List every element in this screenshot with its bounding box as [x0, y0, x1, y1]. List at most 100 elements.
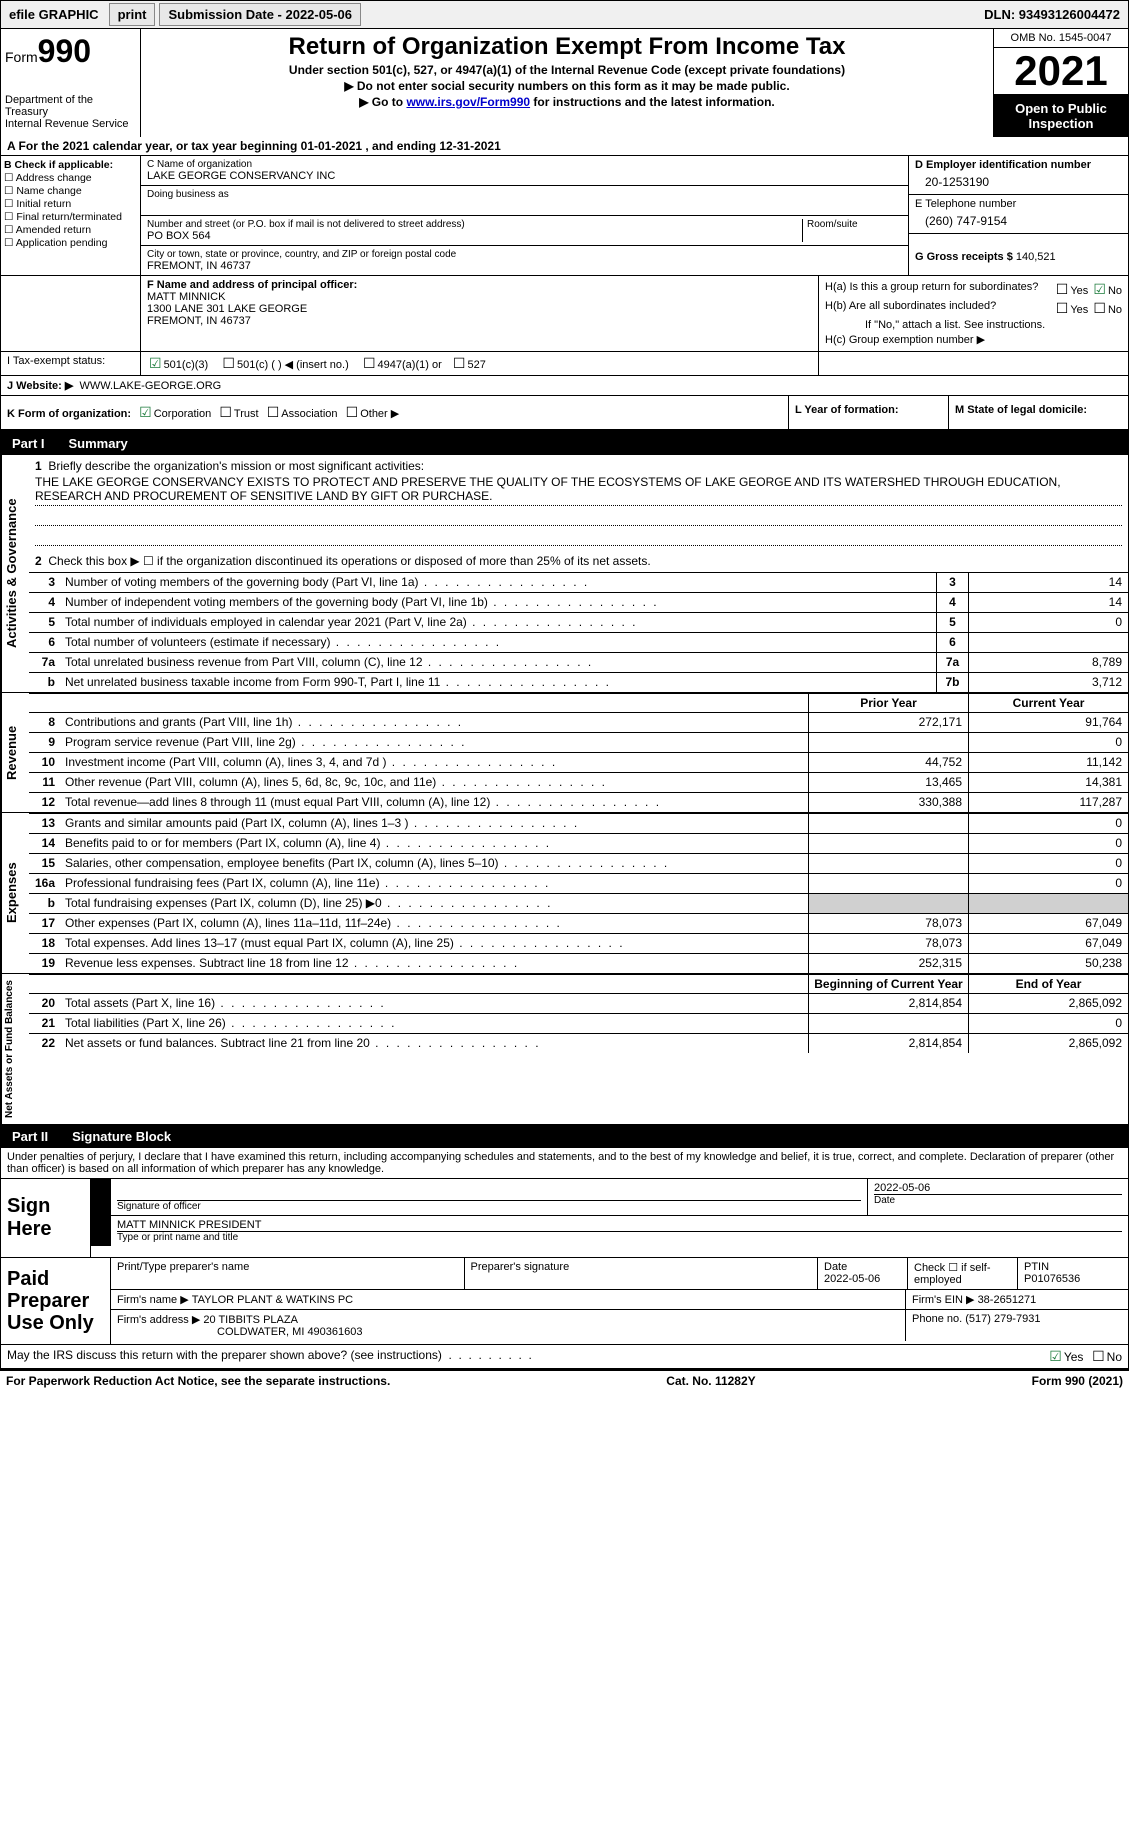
- gross-label: G Gross receipts $: [915, 251, 1013, 263]
- summary-line: 19Revenue less expenses. Subtract line 1…: [29, 953, 1128, 973]
- mission-text: THE LAKE GEORGE CONSERVANCY EXISTS TO PR…: [35, 473, 1122, 506]
- col-f: F Name and address of principal officer:…: [141, 276, 818, 351]
- summary-line: 13Grants and similar amounts paid (Part …: [29, 813, 1128, 833]
- prep-sig-label: Preparer's signature: [465, 1258, 819, 1289]
- current-year-header: Current Year: [968, 694, 1128, 712]
- tel-label: E Telephone number: [915, 198, 1122, 210]
- sig-intro: Under penalties of perjury, I declare th…: [1, 1148, 1128, 1179]
- summary-line: 14Benefits paid to or for members (Part …: [29, 833, 1128, 853]
- self-employed-check: Check ☐ if self-employed: [908, 1258, 1018, 1289]
- form-note2: Go to www.irs.gov/Form990 for instructio…: [147, 95, 987, 109]
- signature-block: Under penalties of perjury, I declare th…: [0, 1148, 1129, 1258]
- paid-preparer-block: Paid Preparer Use Only Print/Type prepar…: [0, 1258, 1129, 1345]
- vtab-ag: Activities & Governance: [1, 455, 29, 692]
- org-name: LAKE GEORGE CONSERVANCY INC: [147, 170, 902, 182]
- firm-addr2: COLDWATER, MI 490361603: [117, 1326, 363, 1338]
- irs-discuss-row: May the IRS discuss this return with the…: [0, 1345, 1129, 1371]
- city-label: City or town, state or province, country…: [147, 249, 902, 260]
- street-address: PO BOX 564: [147, 230, 802, 242]
- officer-typed-name: MATT MINNICK PRESIDENT: [117, 1219, 1122, 1231]
- section-expenses: Expenses 13Grants and similar amounts pa…: [0, 813, 1129, 974]
- col-b: B Check if applicable: Address changeNam…: [1, 156, 141, 275]
- checkbox-option[interactable]: Initial return: [4, 198, 137, 210]
- block-b-to-g: B Check if applicable: Address changeNam…: [0, 156, 1129, 276]
- end-year-header: End of Year: [968, 975, 1128, 993]
- summary-line: 6Total number of volunteers (estimate if…: [29, 632, 1128, 652]
- efile-label: efile GRAPHIC: [1, 4, 107, 25]
- part-1-header: Part I Summary: [0, 432, 1129, 455]
- firm-addr1: 20 TIBBITS PLAZA: [203, 1314, 298, 1326]
- form-ref: Form 990 (2021): [1032, 1374, 1123, 1388]
- irs-link[interactable]: www.irs.gov/Form990: [406, 95, 530, 109]
- summary-line: 9Program service revenue (Part VIII, lin…: [29, 732, 1128, 752]
- room-label: Room/suite: [807, 219, 902, 230]
- website-value: WWW.LAKE-GEORGE.ORG: [79, 380, 221, 392]
- dln-label: DLN: 93493126004472: [976, 4, 1128, 25]
- addr-label: Number and street (or P.O. box if mail i…: [147, 219, 802, 230]
- firm-name: TAYLOR PLANT & WATKINS PC: [192, 1294, 353, 1306]
- officer-addr1: 1300 LANE 301 LAKE GEORGE: [147, 303, 812, 315]
- firm-ein: 38-2651271: [978, 1294, 1037, 1306]
- section-activities-governance: Activities & Governance 1 Briefly descri…: [0, 455, 1129, 693]
- prep-name-label: Print/Type preparer's name: [111, 1258, 465, 1289]
- open-public: Open to Public Inspection: [994, 95, 1128, 137]
- form-number: Form990: [5, 33, 136, 70]
- summary-line: 10Investment income (Part VIII, column (…: [29, 752, 1128, 772]
- paid-preparer-label: Paid Preparer Use Only: [1, 1258, 111, 1344]
- row-k: K Form of organization: Corporation Trus…: [0, 396, 1129, 432]
- checkbox-option[interactable]: Application pending: [4, 237, 137, 249]
- checkbox-option[interactable]: Final return/terminated: [4, 211, 137, 223]
- tel-value: (260) 747-9154: [915, 210, 1122, 230]
- print-button[interactable]: print: [109, 3, 156, 26]
- dba-label: Doing business as: [147, 189, 902, 200]
- submission-date: Submission Date - 2022-05-06: [159, 3, 361, 26]
- summary-line: 16aProfessional fundraising fees (Part I…: [29, 873, 1128, 893]
- cat-no: Cat. No. 11282Y: [666, 1374, 755, 1388]
- vtab-exp: Expenses: [1, 813, 29, 973]
- officer-name: MATT MINNICK: [147, 291, 812, 303]
- top-bar: efile GRAPHIC print Submission Date - 20…: [0, 0, 1129, 29]
- summary-line: 20Total assets (Part X, line 16)2,814,85…: [29, 993, 1128, 1013]
- page-footer: For Paperwork Reduction Act Notice, see …: [0, 1371, 1129, 1391]
- checkbox-option[interactable]: Name change: [4, 185, 137, 197]
- vtab-na: Net Assets or Fund Balances: [1, 974, 29, 1124]
- vtab-rev: Revenue: [1, 693, 29, 812]
- city-value: FREMONT, IN 46737: [147, 260, 902, 272]
- form-note1: Do not enter social security numbers on …: [147, 79, 987, 93]
- summary-line: 12Total revenue—add lines 8 through 11 (…: [29, 792, 1128, 812]
- gross-value: 140,521: [1016, 251, 1056, 263]
- ein-label: D Employer identification number: [915, 159, 1122, 171]
- prior-year-header: Prior Year: [808, 694, 968, 712]
- sig-officer-label: Signature of officer: [117, 1200, 861, 1212]
- summary-line: 22Net assets or fund balances. Subtract …: [29, 1033, 1128, 1053]
- checkbox-option[interactable]: Amended return: [4, 224, 137, 236]
- paperwork-notice: For Paperwork Reduction Act Notice, see …: [6, 1374, 390, 1388]
- officer-addr2: FREMONT, IN 46737: [147, 315, 812, 327]
- part-2-header: Part II Signature Block: [0, 1125, 1129, 1148]
- form-subtitle: Under section 501(c), 527, or 4947(a)(1)…: [147, 63, 987, 77]
- dept-label: Department of the Treasury Internal Reve…: [5, 94, 136, 130]
- summary-line: 15Salaries, other compensation, employee…: [29, 853, 1128, 873]
- summary-line: 18Total expenses. Add lines 13–17 (must …: [29, 933, 1128, 953]
- row-i: I Tax-exempt status: 501(c)(3) 501(c) ( …: [0, 352, 1129, 376]
- summary-line: 21Total liabilities (Part X, line 26)0: [29, 1013, 1128, 1033]
- summary-line: 4Number of independent voting members of…: [29, 592, 1128, 612]
- col-c: C Name of organization LAKE GEORGE CONSE…: [141, 156, 908, 275]
- tax-year: 2021: [994, 48, 1128, 95]
- checkbox-option[interactable]: Address change: [4, 172, 137, 184]
- form-header: Form990 Department of the Treasury Inter…: [0, 29, 1129, 137]
- beg-year-header: Beginning of Current Year: [808, 975, 968, 993]
- sig-date-label: Date: [874, 1194, 1122, 1206]
- section-net-assets: Net Assets or Fund Balances Beginning of…: [0, 974, 1129, 1125]
- summary-line: 11Other revenue (Part VIII, column (A), …: [29, 772, 1128, 792]
- summary-line: 17Other expenses (Part IX, column (A), l…: [29, 913, 1128, 933]
- org-name-label: C Name of organization: [147, 159, 902, 170]
- period-row: A For the 2021 calendar year, or tax yea…: [0, 137, 1129, 156]
- name-title-label: Type or print name and title: [117, 1231, 1122, 1243]
- omb-number: OMB No. 1545-0047: [994, 29, 1128, 48]
- col-h: H(a) Is this a group return for subordin…: [818, 276, 1128, 351]
- prep-date: 2022-05-06: [824, 1273, 880, 1285]
- summary-line: bTotal fundraising expenses (Part IX, co…: [29, 893, 1128, 913]
- summary-line: 5Total number of individuals employed in…: [29, 612, 1128, 632]
- section-revenue: Revenue Prior Year Current Year 8Contrib…: [0, 693, 1129, 813]
